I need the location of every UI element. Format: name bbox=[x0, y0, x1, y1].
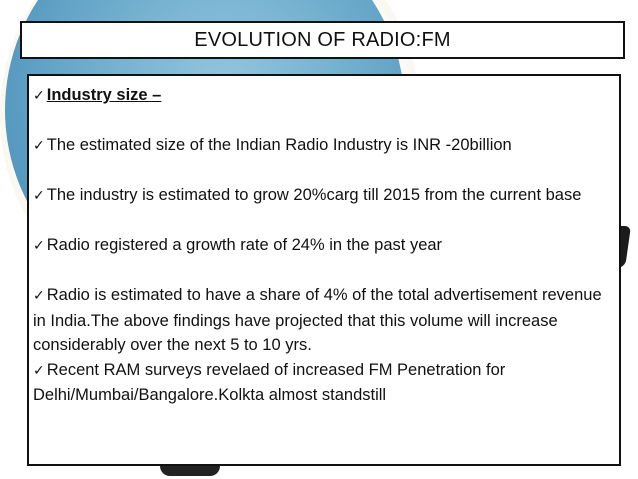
bullet-item: ✓ The industry is estimated to grow 20%ca… bbox=[33, 183, 615, 209]
checkmark-icon: ✓ bbox=[33, 188, 45, 204]
slide-title-box: EVOLUTION OF RADIO:FM bbox=[20, 21, 625, 59]
slide-title: EVOLUTION OF RADIO:FM bbox=[194, 28, 451, 51]
bullet-item: ✓ Recent RAM surveys revelaed of increase… bbox=[33, 358, 615, 408]
slide-content-box: ✓ Industry size – ✓ The estimated size of … bbox=[27, 74, 621, 466]
checkmark-icon: ✓ bbox=[33, 138, 45, 154]
bullet-heading: ✓ Industry size – bbox=[33, 83, 615, 109]
bullet-item: ✓ Radio is estimated to have a share of 4… bbox=[33, 283, 615, 358]
background-radio-image-fragment-bottom bbox=[160, 466, 220, 476]
checkmark-icon: ✓ bbox=[33, 238, 45, 254]
bullet-text: The industry is estimated to grow 20%car… bbox=[46, 186, 582, 204]
bullet-item: ✓ Radio registered a growth rate of 24% i… bbox=[33, 233, 615, 259]
bullet-text: The estimated size of the Indian Radio I… bbox=[46, 136, 512, 154]
bullet-text: Radio is estimated to have a share of 4%… bbox=[33, 286, 602, 354]
bullet-item: ✓ The estimated size of the Indian Radio … bbox=[33, 133, 615, 159]
section-heading: Industry size – bbox=[46, 86, 162, 104]
bullet-text: Radio registered a growth rate of 24% in… bbox=[46, 236, 443, 254]
checkmark-icon: ✓ bbox=[33, 288, 45, 304]
checkmark-icon: ✓ bbox=[33, 88, 45, 104]
bullet-text: Recent RAM surveys revelaed of increased… bbox=[33, 360, 506, 405]
checkmark-icon: ✓ bbox=[33, 362, 45, 379]
